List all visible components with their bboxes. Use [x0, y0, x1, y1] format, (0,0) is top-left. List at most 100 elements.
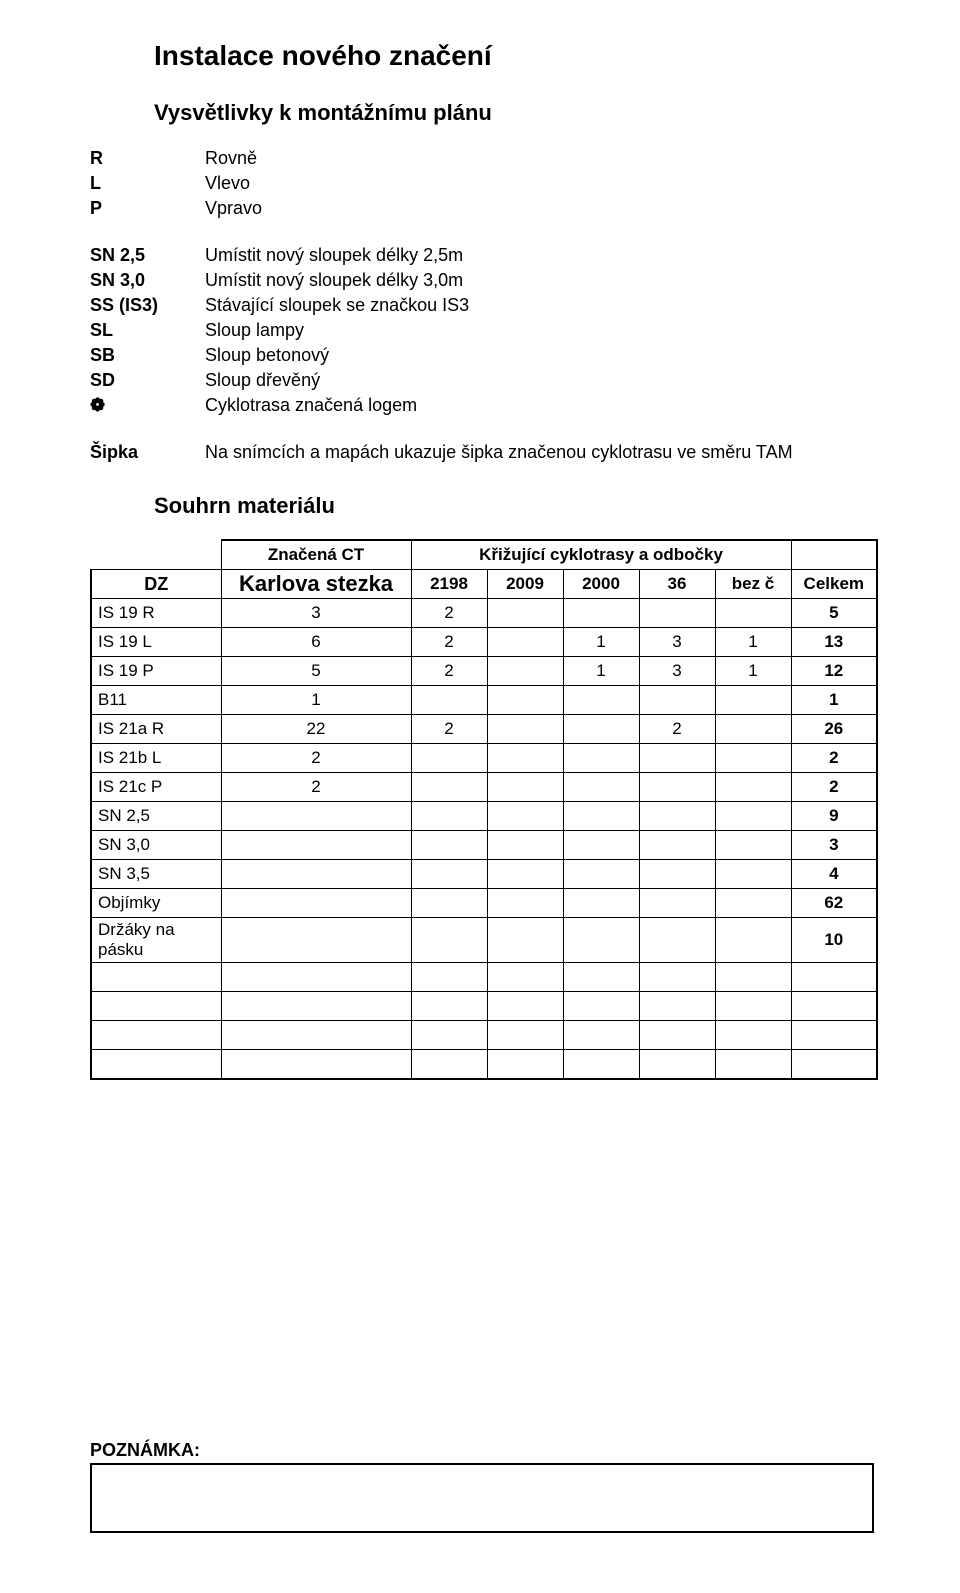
row-value — [487, 831, 563, 860]
legend-desc: Vpravo — [205, 198, 870, 219]
legend-gap — [90, 420, 870, 438]
row-total: 13 — [791, 628, 877, 657]
row-value: 22 — [221, 715, 411, 744]
row-value — [563, 992, 639, 1021]
row-value: 3 — [639, 657, 715, 686]
row-total: 26 — [791, 715, 877, 744]
legend-desc: Sloup lampy — [205, 320, 870, 341]
row-value — [715, 686, 791, 715]
row-value — [715, 831, 791, 860]
table-row — [91, 1021, 877, 1050]
row-value — [715, 992, 791, 1021]
row-value: 1 — [715, 657, 791, 686]
row-label — [91, 992, 221, 1021]
row-value: 2 — [221, 744, 411, 773]
row-value — [487, 860, 563, 889]
blank-cell — [91, 540, 221, 570]
row-value — [715, 599, 791, 628]
row-total: 4 — [791, 860, 877, 889]
row-label: SN 2,5 — [91, 802, 221, 831]
row-value — [715, 802, 791, 831]
row-value — [639, 802, 715, 831]
row-value — [639, 686, 715, 715]
row-value — [221, 1050, 411, 1080]
row-value — [563, 963, 639, 992]
legend-code: SN 2,5 — [90, 245, 205, 266]
row-value — [487, 773, 563, 802]
row-value — [411, 918, 487, 963]
row-label: IS 21a R — [91, 715, 221, 744]
row-value — [221, 918, 411, 963]
row-label — [91, 1050, 221, 1080]
row-value — [221, 802, 411, 831]
row-value — [487, 599, 563, 628]
table-row — [91, 1050, 877, 1080]
row-label: IS 21b L — [91, 744, 221, 773]
legend-code: SB — [90, 345, 205, 366]
row-label — [91, 963, 221, 992]
row-value — [563, 715, 639, 744]
row-value — [411, 1050, 487, 1080]
table-row: IS 21c P22 — [91, 773, 877, 802]
row-value — [563, 599, 639, 628]
row-value — [411, 992, 487, 1021]
row-total: 1 — [791, 686, 877, 715]
row-value — [221, 1021, 411, 1050]
page-title: Instalace nového značení — [90, 40, 870, 72]
row-value — [221, 831, 411, 860]
row-value: 1 — [221, 686, 411, 715]
row-value — [487, 715, 563, 744]
material-table-wrap: Značená CT Křižující cyklotrasy a odbočk… — [90, 539, 870, 1080]
row-label: Objímky — [91, 889, 221, 918]
row-value — [715, 773, 791, 802]
row-label: IS 19 L — [91, 628, 221, 657]
row-total: 10 — [791, 918, 877, 963]
poznamka-box — [90, 1463, 874, 1533]
row-value: 3 — [639, 628, 715, 657]
legend-code: SD — [90, 370, 205, 391]
row-value — [221, 963, 411, 992]
row-value — [715, 744, 791, 773]
table-row: IS 19 P5213112 — [91, 657, 877, 686]
row-value — [487, 1050, 563, 1080]
legend-desc: Na snímcích a mapách ukazuje šipka znače… — [205, 442, 870, 463]
row-total: 12 — [791, 657, 877, 686]
blank-cell — [791, 540, 877, 570]
subtitle-summary: Souhrn materiálu — [90, 493, 870, 519]
table-header-row-2: DZ Karlova stezka 2198 2009 2000 36 bez … — [91, 570, 877, 599]
row-value — [221, 992, 411, 1021]
row-value — [715, 715, 791, 744]
table-row: Objímky62 — [91, 889, 877, 918]
row-value: 5 — [221, 657, 411, 686]
row-value — [639, 860, 715, 889]
row-value: 2 — [639, 715, 715, 744]
row-value — [639, 918, 715, 963]
row-label: SN 3,0 — [91, 831, 221, 860]
row-value — [563, 802, 639, 831]
row-value — [563, 918, 639, 963]
row-value — [411, 802, 487, 831]
row-value: 3 — [221, 599, 411, 628]
row-value — [639, 744, 715, 773]
header-znacena-ct: Značená CT — [221, 540, 411, 570]
row-value — [639, 963, 715, 992]
row-value — [411, 831, 487, 860]
table-header-row-1: Značená CT Křižující cyklotrasy a odbočk… — [91, 540, 877, 570]
row-value — [639, 831, 715, 860]
legend-code: ❁ — [90, 395, 205, 416]
row-value — [487, 628, 563, 657]
table-row: SN 2,59 — [91, 802, 877, 831]
row-value — [411, 889, 487, 918]
table-row — [91, 992, 877, 1021]
row-value — [221, 889, 411, 918]
table-row: IS 19 L6213113 — [91, 628, 877, 657]
header-col-4: bez č — [715, 570, 791, 599]
row-value — [411, 963, 487, 992]
row-value — [411, 860, 487, 889]
row-value: 2 — [411, 715, 487, 744]
row-total: 2 — [791, 773, 877, 802]
row-label: IS 19 P — [91, 657, 221, 686]
row-total — [791, 1050, 877, 1080]
row-value — [715, 1021, 791, 1050]
legend-code: SS (IS3) — [90, 295, 205, 316]
